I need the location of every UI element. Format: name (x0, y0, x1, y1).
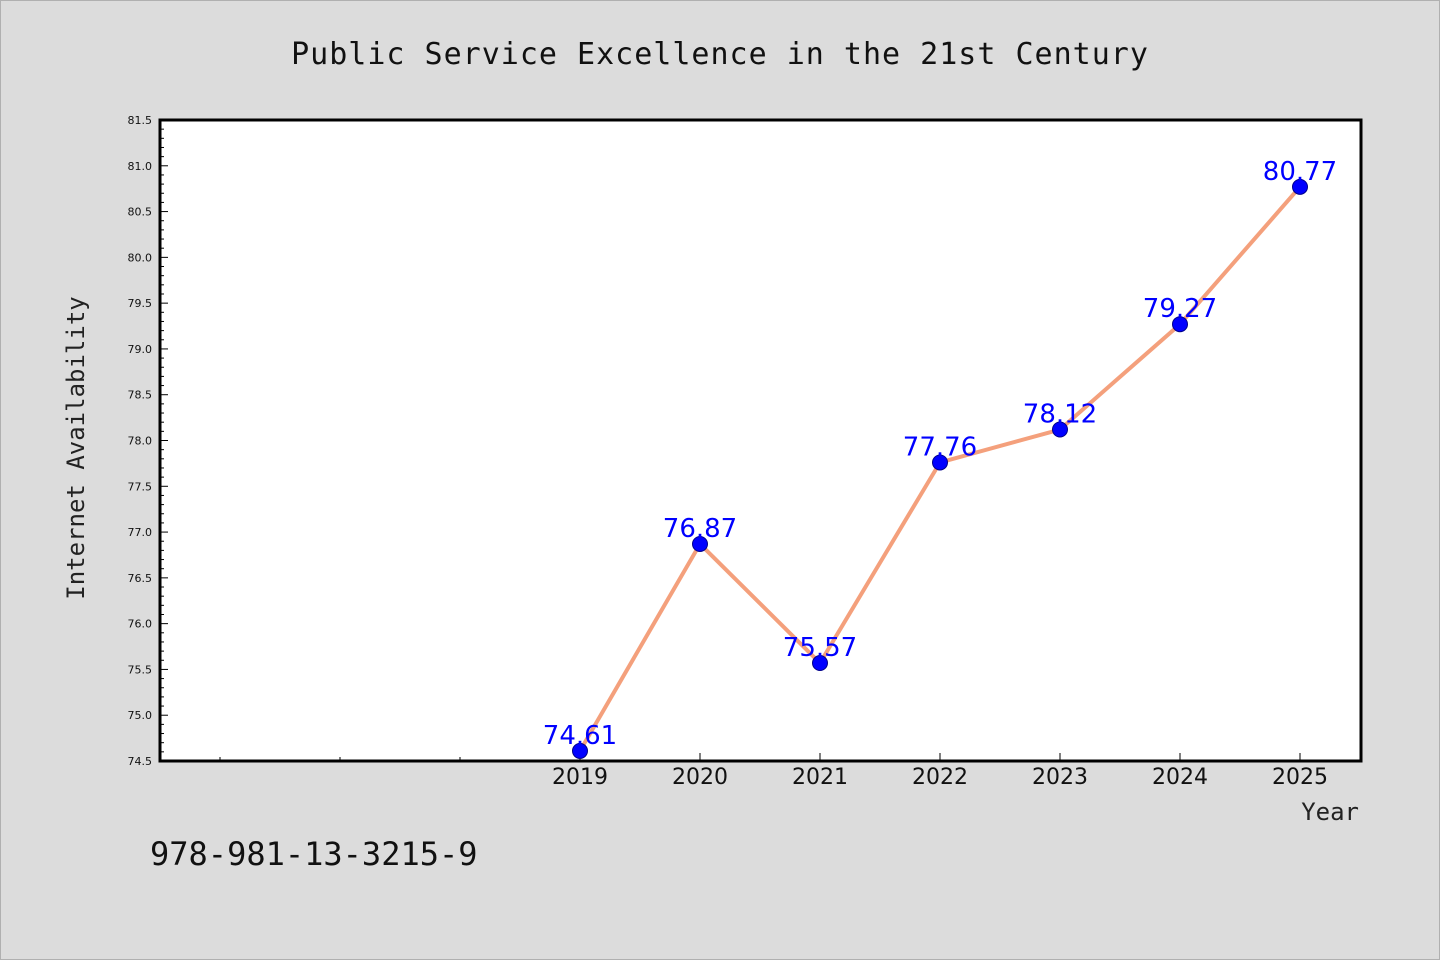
data-point (932, 454, 948, 471)
x-tick-label: 2021 (792, 765, 848, 790)
y-tick-label: 81.0 (128, 160, 153, 173)
data-label: 79.27 (1143, 294, 1217, 324)
x-tick-label: 2019 (552, 765, 608, 790)
plot-area (158, 118, 1363, 763)
data-series: 74.61 76.87 75.57 77.76 78.12 79.27 80.77 (543, 157, 1337, 759)
y-tick-label: 77.0 (128, 526, 153, 539)
data-label: 80.77 (1263, 157, 1337, 187)
y-tick-label: 76.5 (128, 572, 153, 585)
x-tick-label: 2022 (912, 765, 968, 790)
y-tick-label: 79.0 (128, 343, 153, 356)
x-axis-ticks: 2019 2020 2021 2022 2023 2024 2025 (219, 753, 1328, 790)
y-axis-ticks: 74.5 75.0 75.5 76.0 76.5 77.0 77.5 78.0 78.5 79.0… (128, 114, 168, 768)
data-point (692, 535, 708, 552)
x-tick-label: 2024 (1152, 765, 1208, 790)
data-label: 75.57 (783, 633, 857, 663)
y-tick-label: 79.5 (128, 297, 153, 310)
y-axis-label: Internet Availability (62, 296, 90, 599)
y-tick-label: 81.5 (128, 114, 153, 127)
y-tick-label: 78.0 (128, 435, 153, 448)
chart-title: Public Service Excellence in the 21st Ce… (291, 37, 1149, 72)
x-tick-label: 2020 (672, 765, 728, 790)
y-tick-label: 78.5 (128, 389, 153, 402)
y-tick-label: 75.0 (128, 709, 153, 722)
x-tick-label: 2025 (1272, 765, 1328, 790)
data-point (1052, 421, 1068, 438)
data-point (1172, 316, 1188, 333)
data-point (812, 655, 828, 672)
data-point (1292, 178, 1308, 195)
y-tick-label: 80.5 (128, 206, 153, 219)
y-tick-label: 77.5 (128, 480, 153, 493)
y-tick-label: 76.0 (128, 618, 153, 631)
data-label: 74.61 (543, 721, 617, 751)
data-label: 78.12 (1023, 400, 1097, 430)
data-point (572, 742, 588, 759)
data-label: 76.87 (663, 514, 737, 544)
y-tick-label: 75.5 (128, 663, 153, 676)
y-tick-label: 80.0 (128, 251, 153, 264)
x-axis-label: Year (1301, 798, 1359, 826)
y-tick-label: 74.5 (128, 755, 153, 768)
isbn-code: 978-981-13-3215-9 (150, 835, 478, 873)
data-label: 77.76 (903, 432, 977, 462)
x-tick-label: 2023 (1032, 765, 1088, 790)
